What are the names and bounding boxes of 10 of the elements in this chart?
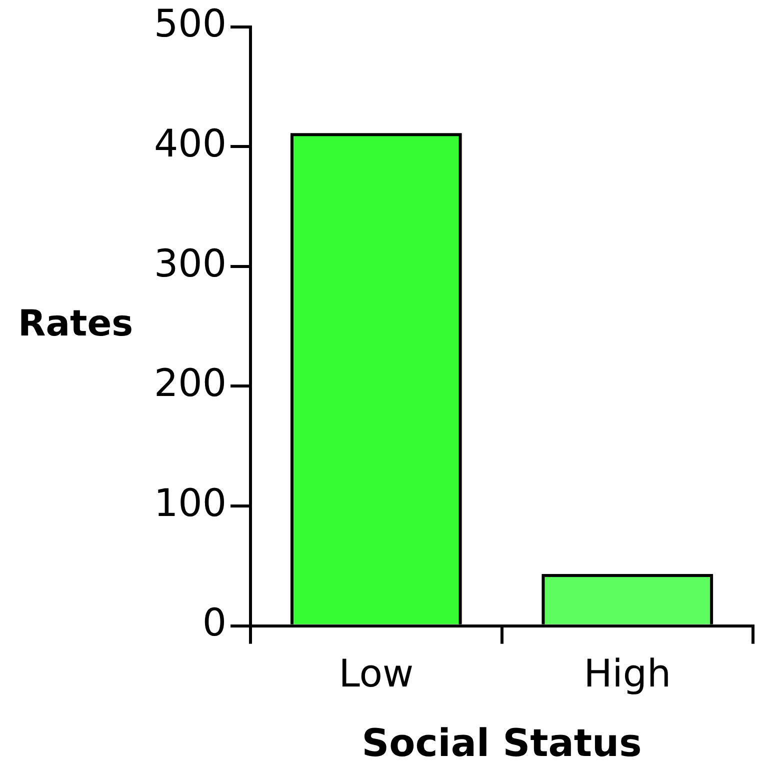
y-tick-label: 400 [154, 121, 227, 166]
y-tick-label: 500 [154, 2, 227, 46]
y-axis-title: Rates [18, 304, 134, 345]
y-tick-label: 300 [154, 241, 227, 286]
x-tick-label: High [584, 651, 672, 696]
y-tick-label: 100 [154, 480, 227, 525]
y-tick-label: 200 [154, 361, 227, 406]
x-axis-title: Social Status [362, 721, 642, 766]
x-tick-label: Low [338, 651, 414, 696]
y-tick-label: 0 [202, 600, 227, 645]
